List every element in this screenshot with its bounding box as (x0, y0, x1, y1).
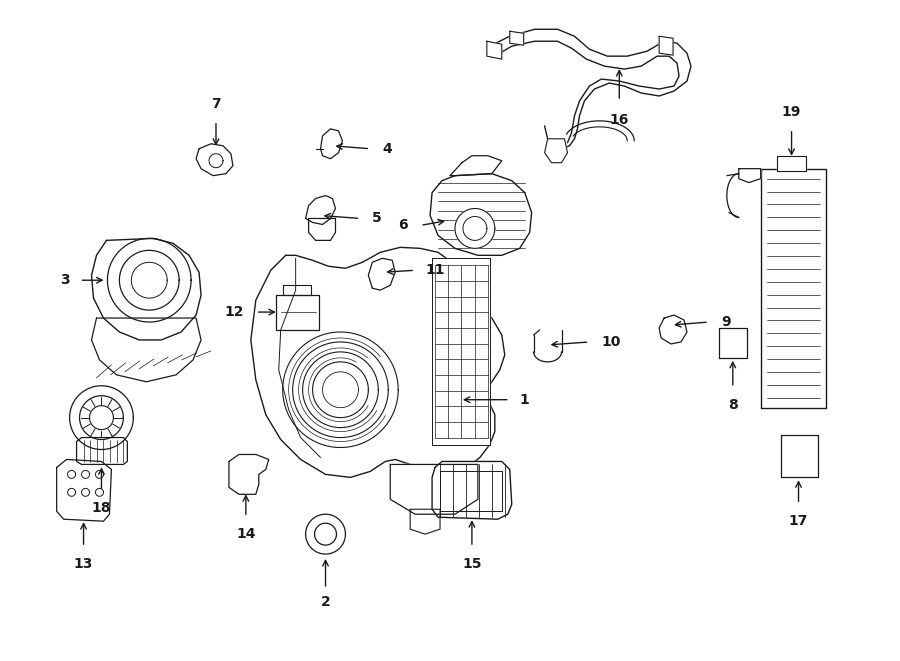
Polygon shape (306, 196, 336, 225)
Polygon shape (68, 488, 76, 496)
Polygon shape (251, 247, 505, 477)
Polygon shape (92, 318, 201, 382)
Polygon shape (719, 328, 747, 358)
Polygon shape (739, 169, 760, 182)
Polygon shape (82, 471, 89, 479)
Polygon shape (76, 438, 128, 465)
Text: 8: 8 (728, 398, 738, 412)
Text: 18: 18 (92, 501, 112, 516)
Text: 9: 9 (721, 315, 731, 329)
Polygon shape (780, 434, 818, 477)
Polygon shape (430, 174, 532, 255)
Text: 7: 7 (212, 97, 220, 111)
Text: 10: 10 (601, 335, 621, 349)
Polygon shape (455, 208, 495, 249)
Polygon shape (659, 315, 687, 344)
Polygon shape (659, 36, 673, 55)
Polygon shape (68, 471, 76, 479)
Polygon shape (95, 488, 104, 496)
Polygon shape (196, 144, 233, 176)
Polygon shape (69, 386, 133, 449)
Polygon shape (432, 461, 512, 519)
Polygon shape (92, 239, 201, 340)
Polygon shape (760, 169, 826, 408)
Polygon shape (275, 295, 319, 330)
Polygon shape (777, 156, 806, 171)
Polygon shape (95, 471, 104, 479)
Text: 19: 19 (782, 105, 801, 119)
Polygon shape (57, 459, 112, 521)
Text: 12: 12 (224, 305, 244, 319)
Polygon shape (410, 509, 440, 534)
Polygon shape (320, 129, 343, 159)
Polygon shape (487, 41, 502, 59)
Polygon shape (229, 455, 269, 494)
Polygon shape (283, 285, 310, 295)
Text: 13: 13 (74, 557, 94, 571)
Text: 6: 6 (399, 218, 409, 233)
Text: 15: 15 (463, 557, 482, 571)
Polygon shape (82, 488, 89, 496)
Text: 4: 4 (382, 141, 392, 156)
Polygon shape (306, 514, 346, 554)
Polygon shape (450, 156, 502, 176)
Polygon shape (509, 31, 524, 45)
Text: 16: 16 (609, 113, 629, 127)
Text: 11: 11 (425, 263, 445, 277)
Text: 5: 5 (373, 212, 382, 225)
Polygon shape (544, 139, 568, 163)
Text: 3: 3 (60, 273, 69, 288)
Text: 14: 14 (236, 527, 256, 541)
Polygon shape (309, 219, 336, 241)
Text: 17: 17 (788, 514, 808, 528)
Polygon shape (391, 465, 478, 514)
Polygon shape (368, 258, 395, 290)
Polygon shape (432, 258, 490, 444)
Text: 2: 2 (320, 595, 330, 609)
Text: 1: 1 (519, 393, 529, 407)
